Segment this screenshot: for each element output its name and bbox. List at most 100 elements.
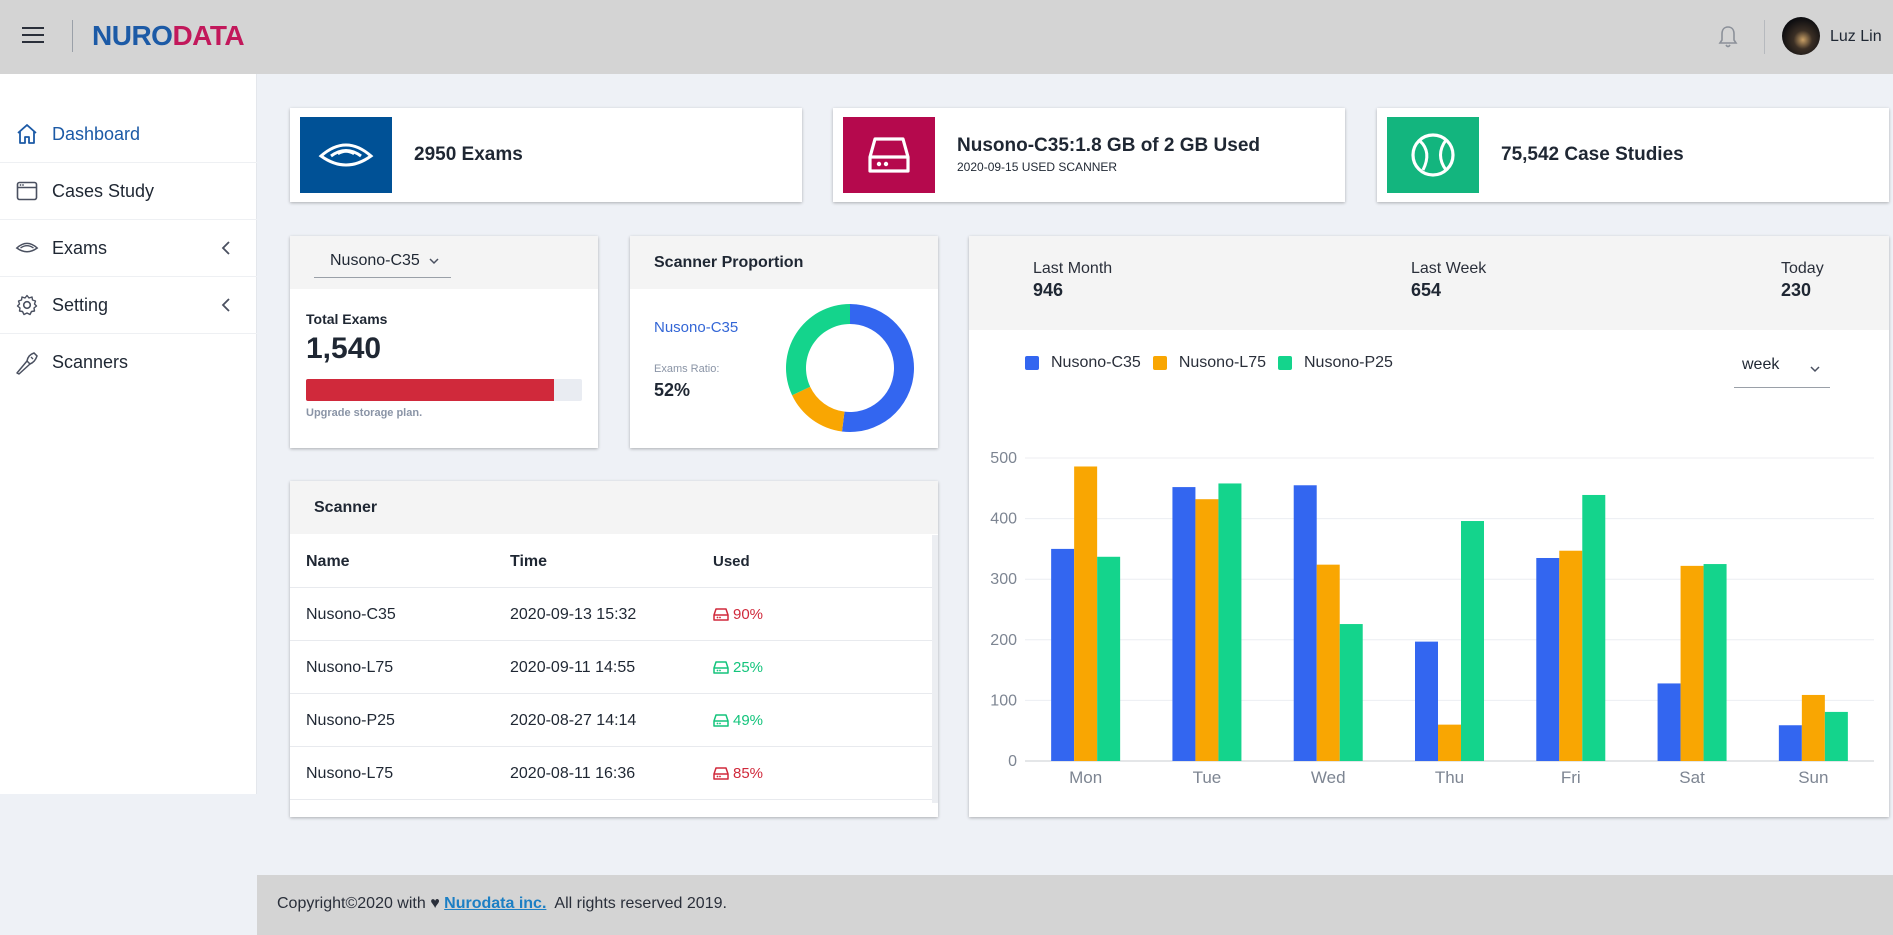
exams-summary-bar: Last Month 946 Last Week 654 Today 230 [969, 236, 1889, 330]
x-tick-label: Thu [1435, 768, 1464, 787]
sidebar-item-scanners[interactable]: Scanners [0, 334, 257, 391]
legend-item-2[interactable]: Nusono-P25 [1278, 354, 1393, 372]
table-row[interactable]: Nusono-L75 2020-08-11 16:36 85% [290, 747, 933, 800]
home-icon [14, 121, 40, 147]
scanner-select[interactable]: Nusono-C35 [314, 250, 451, 278]
notification-bell-icon[interactable] [1716, 24, 1740, 50]
storage-progress-fill [306, 379, 555, 401]
storage-progress-bar [306, 379, 582, 401]
bar-wed-2[interactable] [1339, 624, 1363, 761]
table-row[interactable]: Nusono-L75 2020-09-11 14:55 25% [290, 641, 933, 694]
bar-sun-1[interactable] [1801, 694, 1825, 761]
scanner-proportion-header: Scanner Proportion [630, 236, 938, 289]
bar-thu-1[interactable] [1438, 724, 1461, 761]
footer-suffix: All rights reserved 2019. [554, 895, 727, 912]
header-divider [72, 20, 73, 52]
legend-swatch [1278, 356, 1292, 370]
scanner-proportion-card: Scanner Proportion Nusono-C35 Exams Rati… [630, 236, 938, 448]
sidebar-item-dashboard[interactable]: Dashboard [0, 106, 257, 163]
summary-value: 946 [1033, 280, 1064, 300]
footer: Copyright©2020 with ♥ Nurodata inc. All … [257, 875, 1893, 935]
storage-stat-card: Nusono-C35:1.8 GB of 2 GB Used 2020-09-1… [833, 108, 1345, 202]
bar-wed-1[interactable] [1316, 564, 1340, 761]
summary-value: 654 [1411, 280, 1442, 300]
bar-tue-2[interactable] [1218, 483, 1242, 761]
usage-percent: 85% [733, 765, 764, 782]
bar-fri-2[interactable] [1582, 494, 1606, 761]
sidebar-item-label: Setting [52, 294, 109, 315]
usage-percent: 25% [733, 659, 764, 676]
summary-label: Last Month [1033, 260, 1113, 277]
bar-sat-0[interactable] [1657, 683, 1681, 761]
window-icon [14, 178, 40, 204]
column-header-time: Time [510, 553, 548, 570]
usage-percent: 90% [733, 606, 764, 623]
table-scrollbar[interactable] [932, 535, 938, 803]
scanner-select-value: Nusono-C35 [330, 252, 420, 269]
bar-fri-0[interactable] [1536, 557, 1560, 761]
scanner-used-cell: 85% [713, 765, 763, 782]
sidebar-item-setting[interactable]: Setting [0, 277, 257, 334]
legend-item-1[interactable]: Nusono-L75 [1152, 354, 1266, 372]
scanner-time-cell: 2020-08-27 14:14 [510, 712, 637, 729]
sidebar-item-label: Cases Study [52, 180, 155, 201]
bar-mon-0[interactable] [1051, 548, 1075, 761]
scanner-name-cell: Nusono-P25 [306, 712, 395, 729]
bar-thu-2[interactable] [1461, 521, 1484, 761]
upgrade-storage-link[interactable]: Upgrade storage plan. [306, 407, 423, 419]
bar-fri-1[interactable] [1559, 550, 1583, 761]
sidebar-item-cases-study[interactable]: Cases Study [0, 163, 257, 220]
scanner-time-cell: 2020-09-13 15:32 [510, 606, 637, 623]
bar-sun-0[interactable] [1778, 725, 1802, 761]
column-header-name: Name [306, 553, 350, 570]
bar-mon-1[interactable] [1074, 466, 1098, 761]
total-exams-card-header: Nusono-C35 [290, 236, 598, 289]
hard-drive-icon [868, 137, 910, 173]
scanner-used-cell: 25% [713, 659, 763, 676]
summary-value: 230 [1781, 280, 1812, 300]
hard-drive-icon [713, 714, 729, 727]
cases-stat-card: 75,542 Case Studies [1377, 108, 1889, 202]
hard-drive-icon [713, 608, 729, 621]
summary-label: Last Week [1411, 260, 1487, 277]
bar-sat-2[interactable] [1703, 564, 1727, 761]
table-row[interactable]: Nusono-P25 2020-08-27 14:14 49% [290, 694, 933, 747]
footer-prefix: Copyright©2020 with ♥ [277, 895, 440, 912]
y-tick-label: 300 [990, 571, 1017, 588]
usage-percent: 49% [733, 712, 764, 729]
y-tick-label: 0 [1008, 753, 1017, 770]
legend-swatch [1152, 356, 1167, 370]
bar-tue-0[interactable] [1172, 487, 1196, 761]
hard-drive-icon [713, 661, 729, 674]
scanner-name-cell: Nusono-L75 [306, 765, 394, 782]
menu-toggle-icon[interactable] [22, 27, 46, 45]
exams-chart-card: Last Month 946 Last Week 654 Today 230 N… [969, 236, 1889, 817]
user-avatar[interactable] [1782, 17, 1820, 55]
proportion-scanner-name: Nusono-C35 [654, 319, 739, 336]
table-header-row: Name Time Used [290, 535, 933, 588]
chevron-left-icon [221, 241, 230, 255]
y-tick-label: 500 [990, 450, 1017, 467]
footer-company-link[interactable]: Nurodata inc. [444, 895, 547, 912]
user-name[interactable]: Luz Lin [1830, 28, 1882, 45]
chevron-left-icon [221, 298, 230, 312]
period-select[interactable]: week [1734, 356, 1830, 388]
x-tick-label: Sun [1798, 768, 1828, 787]
bar-tue-1[interactable] [1195, 499, 1219, 761]
summary-last-month: Last Month 946 [1033, 260, 1112, 301]
bar-thu-0[interactable] [1415, 641, 1438, 761]
bar-sat-1[interactable] [1680, 565, 1704, 761]
sidebar-item-exams[interactable]: Exams [0, 220, 257, 277]
legend-item-0[interactable]: Nusono-C35 [1025, 354, 1141, 372]
table-row[interactable]: Nusono-C35 2020-09-13 15:32 90% [290, 588, 933, 641]
brand-logo[interactable]: NURODATA [92, 20, 245, 51]
bar-wed-0[interactable] [1293, 485, 1317, 761]
bar-mon-2[interactable] [1097, 556, 1121, 761]
y-tick-label: 200 [990, 632, 1017, 649]
exams-ratio-value: 52% [654, 380, 691, 400]
total-exams-value: 1,540 [306, 332, 382, 365]
bar-sun-2[interactable] [1824, 711, 1848, 761]
hard-drive-icon [713, 767, 729, 780]
period-select-value: week [1742, 356, 1780, 373]
footer-copyright: Copyright©2020 with ♥ Nurodata inc. All … [277, 895, 727, 913]
